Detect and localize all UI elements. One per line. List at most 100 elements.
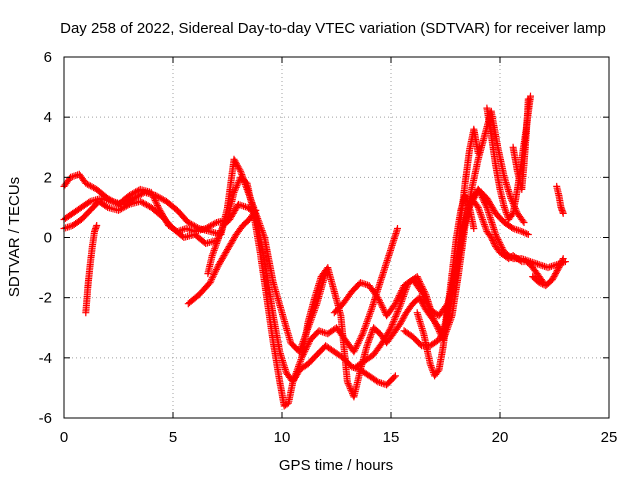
data-point-marker xyxy=(399,315,407,323)
data-point-marker xyxy=(346,383,354,391)
data-point-marker xyxy=(232,183,240,191)
data-point-marker xyxy=(254,216,262,224)
data-point-marker xyxy=(397,319,404,327)
data-series xyxy=(529,255,567,290)
data-point-marker xyxy=(416,279,424,287)
data-point-marker xyxy=(475,187,483,195)
data-point-marker xyxy=(482,202,490,210)
data-point-marker xyxy=(395,293,402,301)
data-point-marker xyxy=(139,199,147,207)
data-point-marker xyxy=(357,333,365,341)
data-point-marker xyxy=(548,276,556,284)
data-point-marker xyxy=(192,223,200,231)
data-point-marker xyxy=(121,203,129,211)
data-point-marker xyxy=(389,319,397,327)
data-point-marker xyxy=(212,266,220,273)
data-point-marker xyxy=(394,295,402,303)
data-point-marker xyxy=(394,225,401,232)
data-point-marker xyxy=(429,367,437,375)
data-point-marker xyxy=(382,333,390,341)
data-point-marker xyxy=(208,274,216,282)
data-point-marker xyxy=(345,381,353,389)
data-point-marker xyxy=(399,294,407,302)
data-point-marker xyxy=(144,202,152,210)
data-point-marker xyxy=(215,261,223,269)
data-point-marker xyxy=(480,221,488,229)
data-point-marker xyxy=(556,262,564,270)
data-point-marker xyxy=(475,207,483,215)
data-point-marker xyxy=(552,268,560,276)
data-point-marker xyxy=(555,264,563,272)
x-tick-label: 5 xyxy=(169,429,177,446)
data-point-marker xyxy=(395,304,403,312)
data-point-marker xyxy=(489,237,497,244)
data-point-marker xyxy=(490,206,498,214)
data-point-marker xyxy=(384,328,392,336)
data-point-marker xyxy=(391,314,399,322)
data-point-marker xyxy=(490,240,498,247)
data-point-marker xyxy=(227,240,235,247)
data-point-marker xyxy=(473,202,481,210)
data-point-marker xyxy=(551,271,559,279)
data-point-marker xyxy=(155,193,163,201)
data-series xyxy=(553,182,567,217)
data-point-marker xyxy=(231,187,239,195)
data-point-marker xyxy=(416,295,424,303)
data-point-marker xyxy=(361,325,368,333)
data-point-marker xyxy=(230,155,238,163)
data-series xyxy=(82,222,101,317)
data-point-marker xyxy=(217,256,225,264)
data-point-marker xyxy=(376,297,383,305)
data-point-marker xyxy=(393,309,401,317)
data-point-marker xyxy=(476,189,484,197)
data-point-marker xyxy=(187,220,195,228)
data-point-marker xyxy=(550,273,558,281)
data-point-marker xyxy=(474,185,482,193)
data-point-marker xyxy=(234,178,242,186)
data-point-marker xyxy=(508,224,516,231)
data-point-marker xyxy=(415,276,423,284)
data-point-marker xyxy=(88,183,96,191)
data-point-marker xyxy=(230,188,238,196)
data-series xyxy=(470,197,548,287)
data-point-marker xyxy=(558,206,566,214)
data-point-marker xyxy=(210,270,218,278)
y-tick-label: 2 xyxy=(44,169,52,186)
data-point-marker xyxy=(521,229,529,237)
data-point-marker xyxy=(418,283,426,290)
data-point-marker xyxy=(233,182,241,190)
data-point-marker xyxy=(495,237,503,245)
data-point-marker xyxy=(559,255,567,263)
data-point-marker xyxy=(419,284,427,292)
data-point-marker xyxy=(235,164,243,172)
y-tick-label: -4 xyxy=(39,350,52,367)
data-point-marker xyxy=(502,209,510,217)
data-point-marker xyxy=(194,224,202,232)
data-point-marker xyxy=(464,200,472,208)
data-point-marker xyxy=(516,257,524,265)
data-point-marker xyxy=(417,297,425,305)
data-point-marker xyxy=(366,309,374,317)
data-point-marker xyxy=(549,274,557,282)
data-point-marker xyxy=(154,202,161,209)
data-point-marker xyxy=(558,258,566,266)
data-point-marker xyxy=(356,335,364,343)
data-point-marker xyxy=(228,211,236,219)
data-point-marker xyxy=(257,225,265,233)
data-point-marker xyxy=(487,234,495,241)
data-point-marker xyxy=(552,270,560,278)
data-point-marker xyxy=(211,245,219,253)
data-point-marker xyxy=(416,278,423,285)
data-point-marker xyxy=(390,373,398,381)
data-point-marker xyxy=(492,231,500,238)
data-point-marker xyxy=(184,219,192,226)
data-point-marker xyxy=(435,326,443,334)
data-point-marker xyxy=(93,222,101,229)
data-point-marker xyxy=(354,340,362,348)
data-point-marker xyxy=(343,378,351,386)
x-tick-label: 15 xyxy=(383,429,400,446)
data-point-marker xyxy=(350,348,358,356)
data-point-marker xyxy=(85,181,93,189)
data-point-marker xyxy=(390,317,398,325)
data-point-marker xyxy=(375,295,383,303)
